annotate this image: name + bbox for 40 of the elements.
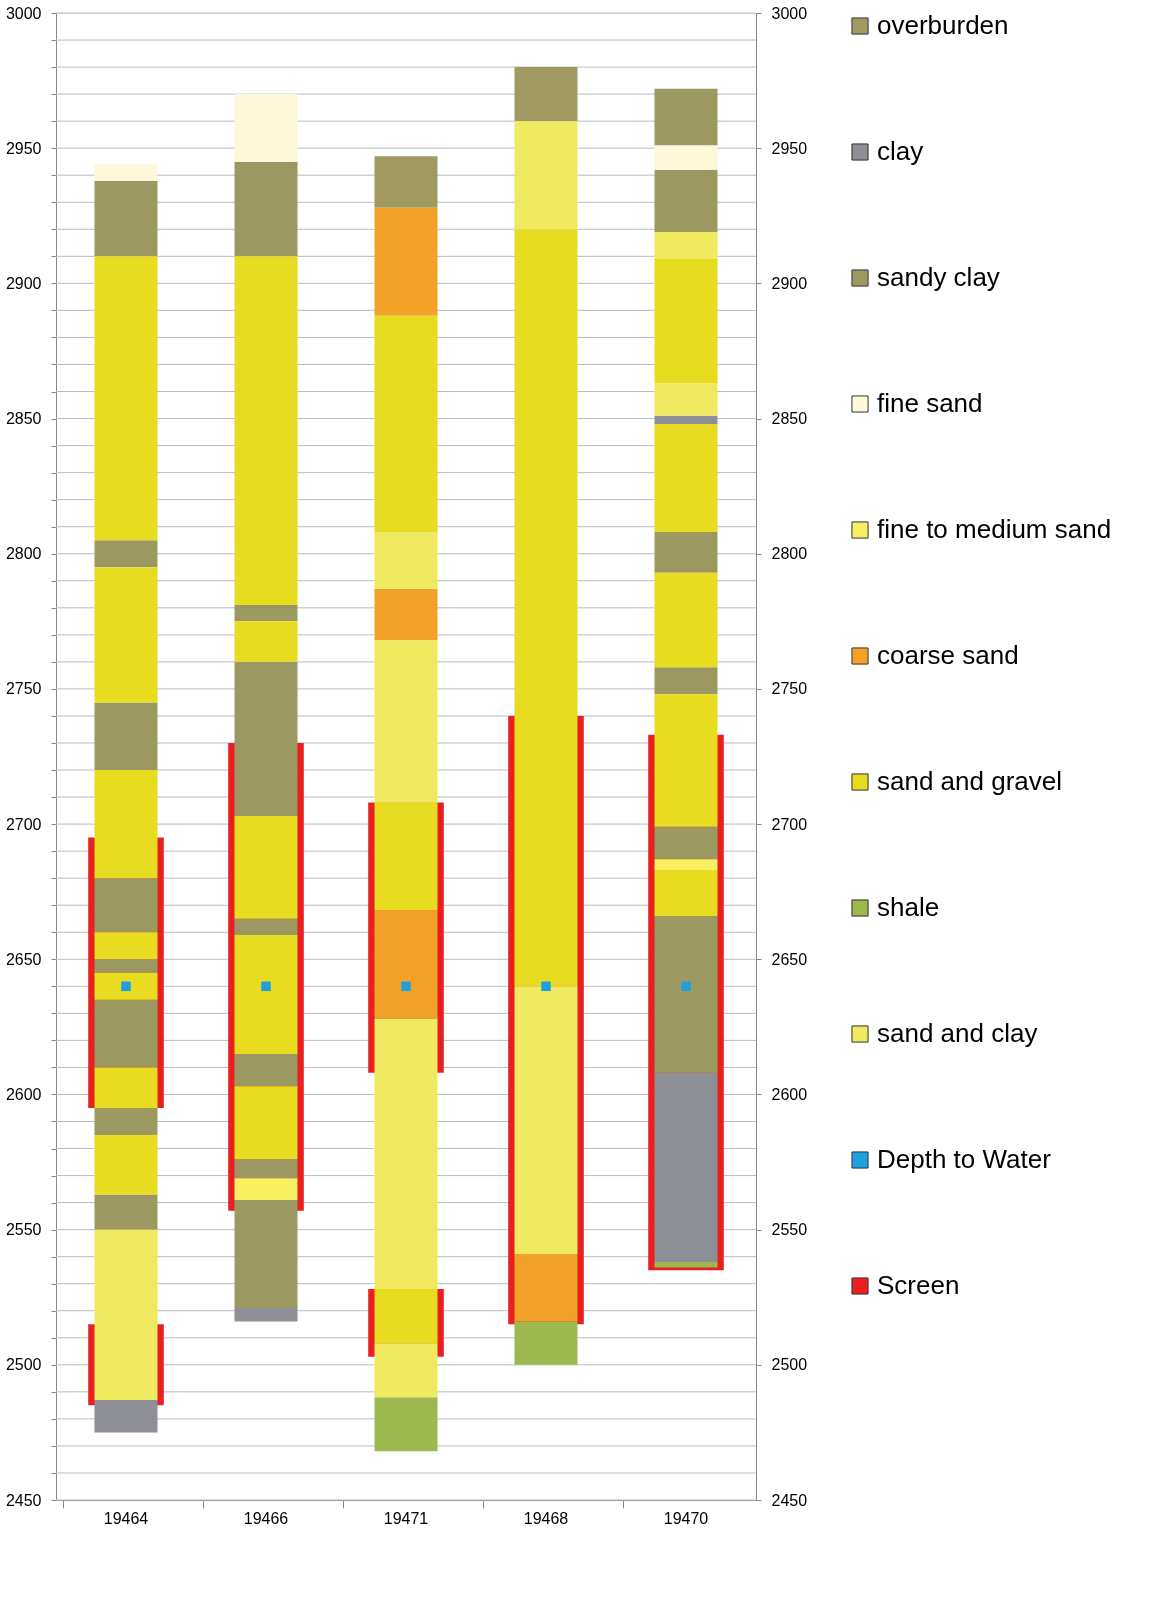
y2-tick-label: 2600 [771, 1085, 808, 1103]
y2-tick-label: 2500 [771, 1356, 808, 1374]
y-tick-label: 2800 [5, 545, 42, 563]
legend-label: shale [877, 892, 940, 922]
legend-label: sandy clay [877, 262, 1000, 292]
y-tick-label: 2650 [5, 950, 42, 968]
y-tick-label: 2900 [5, 274, 42, 292]
y-tick-label: 2750 [5, 680, 42, 698]
y-tick-label: 3000 [5, 4, 42, 22]
y2-tick-label: 3000 [771, 4, 808, 22]
legend-label: coarse sand [877, 640, 1019, 670]
x-tick-label: 19468 [523, 1509, 569, 1527]
y-tick-label: 2950 [5, 139, 42, 157]
x-tick-label: 19471 [383, 1509, 429, 1527]
legend-label: clay [877, 136, 924, 166]
legend-label: sand and gravel [877, 766, 1063, 796]
legend-label: sand and clay [877, 1018, 1038, 1048]
y2-tick-label: 2900 [771, 274, 808, 292]
y2-tick-label: 2550 [771, 1221, 808, 1239]
y-tick-label: 2600 [5, 1085, 42, 1103]
legend-label: overburden [877, 10, 1009, 40]
y-tick-label: 2700 [5, 815, 42, 833]
x-tick-label: 19464 [103, 1509, 149, 1527]
y2-tick-label: 2950 [771, 139, 808, 157]
y2-tick-label: 2700 [771, 815, 808, 833]
y2-tick-label: 2450 [771, 1491, 808, 1509]
legend-label: fine sand [877, 388, 983, 418]
x-tick-label: 19470 [663, 1509, 709, 1527]
legend-label: Screen [877, 1270, 960, 1300]
y-tick-label: 2500 [5, 1356, 42, 1374]
x-tick-label: 19466 [243, 1509, 289, 1527]
y2-tick-label: 2650 [771, 950, 808, 968]
y2-tick-label: 2850 [771, 410, 808, 428]
y2-tick-label: 2800 [771, 545, 808, 563]
y2-tick-label: 2750 [771, 680, 808, 698]
y-tick-label: 2550 [5, 1221, 42, 1239]
y-tick-label: 2450 [5, 1491, 42, 1509]
y-tick-label: 2850 [5, 410, 42, 428]
legend-label: Depth to Water [877, 1144, 1052, 1174]
legend-label: fine to medium sand [877, 514, 1112, 544]
